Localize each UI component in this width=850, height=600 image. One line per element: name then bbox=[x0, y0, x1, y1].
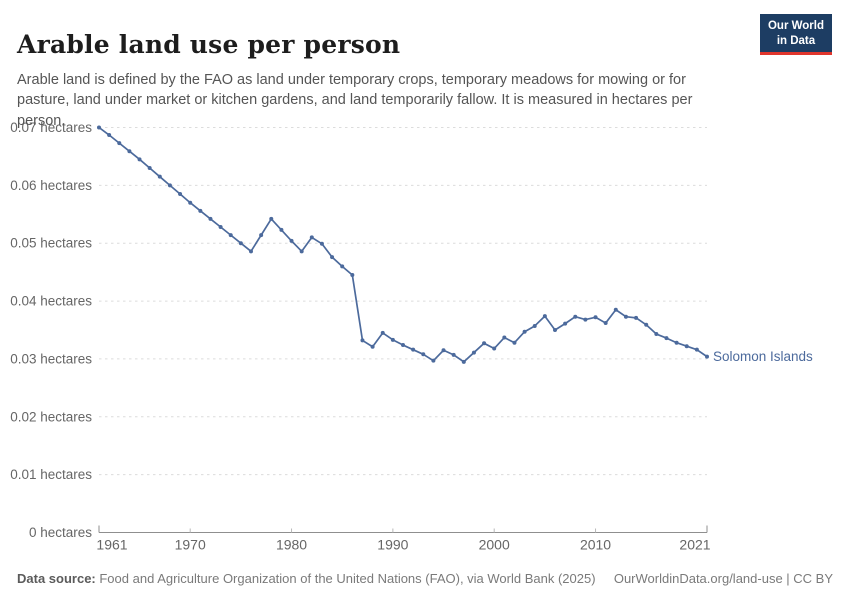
data-point-marker bbox=[502, 335, 507, 340]
owid-logo-line1: Our World bbox=[767, 20, 824, 32]
data-point-marker bbox=[613, 307, 618, 312]
data-point-marker bbox=[390, 337, 395, 342]
data-point-marker bbox=[482, 341, 487, 346]
data-point-marker bbox=[360, 338, 365, 343]
data-point-marker bbox=[664, 336, 669, 341]
data-point-marker bbox=[431, 358, 436, 363]
owid-logo-line2: in Data bbox=[776, 34, 816, 47]
y-axis-tick-label: 0.06 hectares bbox=[10, 178, 92, 193]
data-point-marker bbox=[127, 149, 132, 154]
data-point-marker bbox=[471, 350, 476, 355]
data-point-marker bbox=[421, 352, 426, 357]
credit-link[interactable]: OurWorldinData.org/land-use | CC BY bbox=[613, 571, 833, 586]
data-point-marker bbox=[583, 317, 588, 322]
data-point-marker bbox=[299, 249, 304, 254]
data-point-marker bbox=[117, 141, 122, 146]
series-end-label[interactable]: Solomon Islands bbox=[713, 349, 813, 364]
data-point-marker bbox=[289, 238, 294, 243]
data-point-marker bbox=[623, 314, 628, 319]
data-point-marker bbox=[269, 216, 274, 221]
data-point-marker bbox=[512, 340, 517, 345]
x-axis-tick-label: 1990 bbox=[377, 537, 408, 553]
data-point-marker bbox=[178, 192, 183, 197]
data-point-marker bbox=[634, 315, 639, 320]
y-axis-tick-label: 0 hectares bbox=[29, 525, 92, 540]
data-point-marker bbox=[705, 354, 709, 359]
y-axis-tick-label: 0.02 hectares bbox=[10, 409, 92, 424]
y-axis-tick-label: 0.05 hectares bbox=[10, 236, 92, 251]
data-point-marker bbox=[401, 343, 405, 348]
y-axis-tick-label: 0.07 hectares bbox=[10, 120, 92, 135]
data-point-marker bbox=[208, 216, 213, 221]
data-point-marker bbox=[259, 233, 264, 238]
data-point-marker bbox=[654, 332, 659, 337]
y-axis-tick-label: 0.03 hectares bbox=[10, 351, 92, 366]
data-point-marker bbox=[137, 157, 142, 162]
data-point-marker bbox=[593, 315, 598, 320]
data-point-marker bbox=[644, 322, 649, 327]
data-point-marker bbox=[573, 314, 578, 319]
data-point-marker bbox=[542, 314, 547, 319]
data-point-marker bbox=[370, 344, 375, 349]
x-axis-tick-label: 2021 bbox=[679, 537, 710, 553]
chart-subtitle: Arable land is defined by the FAO as lan… bbox=[17, 71, 693, 129]
data-point-marker bbox=[492, 346, 497, 351]
data-source-text: Food and Agriculture Organization of the… bbox=[95, 571, 596, 586]
data-point-marker bbox=[188, 200, 193, 205]
data-point-marker bbox=[684, 344, 689, 349]
page-title: Arable land use per person bbox=[17, 29, 401, 59]
data-point-marker bbox=[694, 347, 699, 352]
y-axis-tick-label: 0.01 hectares bbox=[10, 467, 92, 482]
data-point-marker bbox=[238, 241, 243, 246]
data-point-marker bbox=[411, 347, 416, 352]
chart-footer: Data source: Food and Agriculture Organi… bbox=[17, 571, 833, 586]
data-point-marker bbox=[198, 208, 203, 213]
data-point-marker bbox=[309, 235, 314, 240]
data-point-marker bbox=[522, 329, 527, 334]
x-axis-tick-label: 1980 bbox=[276, 537, 307, 553]
data-point-marker bbox=[279, 227, 284, 232]
data-point-marker bbox=[674, 340, 679, 345]
data-point-marker bbox=[319, 241, 324, 246]
data-point-marker bbox=[563, 321, 568, 326]
data-point-marker bbox=[461, 359, 466, 364]
owid-logo[interactable]: Our World in Data bbox=[759, 14, 832, 55]
data-point-marker bbox=[107, 133, 112, 138]
x-axis-tick-label: 2010 bbox=[580, 537, 611, 553]
x-axis-tick-label: 2000 bbox=[479, 537, 510, 553]
data-point-marker bbox=[603, 321, 608, 326]
data-point-marker bbox=[350, 273, 355, 278]
data-point-marker bbox=[167, 183, 172, 188]
data-source-note: Data source: Food and Agriculture Organi… bbox=[17, 571, 596, 586]
data-point-marker bbox=[380, 330, 385, 335]
data-point-marker bbox=[340, 264, 345, 269]
y-axis-tick-label: 0.04 hectares bbox=[10, 294, 92, 309]
data-point-marker bbox=[553, 328, 557, 332]
data-point-marker bbox=[330, 255, 335, 260]
data-point-marker bbox=[147, 166, 152, 170]
x-axis-tick-label: 1970 bbox=[175, 537, 206, 553]
data-source-label: Data source: bbox=[17, 571, 96, 586]
data-point-marker bbox=[249, 249, 253, 254]
data-point-marker bbox=[157, 174, 162, 179]
x-axis-tick-label: 1961 bbox=[96, 537, 127, 553]
data-point-marker bbox=[441, 348, 446, 353]
data-point-marker bbox=[451, 352, 456, 357]
data-series-line bbox=[98, 126, 708, 363]
data-point-marker bbox=[218, 225, 223, 230]
data-point-marker bbox=[97, 125, 101, 130]
data-point-marker bbox=[532, 323, 537, 328]
data-point-marker bbox=[228, 233, 233, 238]
